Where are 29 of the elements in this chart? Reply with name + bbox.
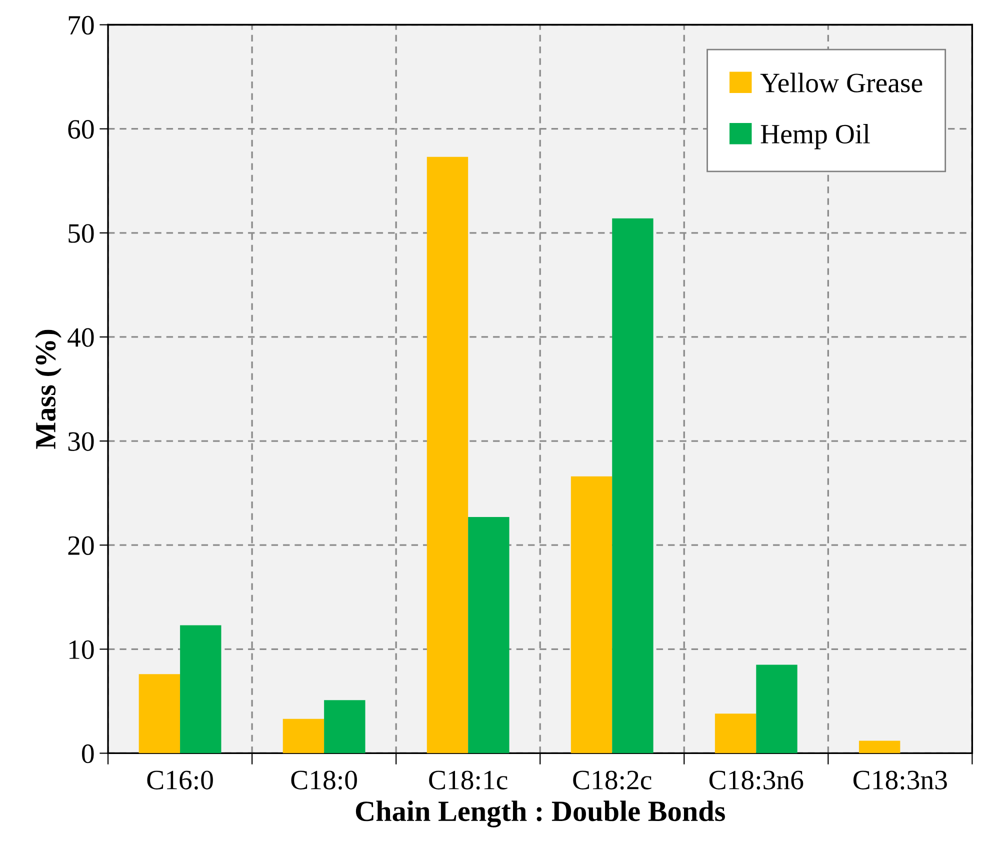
y-tick-label: 40 (68, 328, 94, 347)
legend-label: Yellow Grease (760, 72, 922, 92)
y-tick-label: 70 (68, 16, 94, 35)
x-tick-label: C18:3n6 (709, 770, 804, 790)
y-axis-title: Mass (%) (35, 330, 62, 449)
x-tick-label: C18:1c (429, 770, 508, 790)
bar (180, 625, 222, 754)
bar (570, 476, 612, 754)
bar (324, 700, 366, 754)
y-tick-label: 30 (68, 432, 94, 451)
bar (138, 674, 180, 754)
legend-label: Hemp Oil (760, 124, 870, 150)
bar (714, 714, 756, 754)
x-tick-label: C18:3n3 (853, 770, 947, 790)
bar (858, 740, 900, 754)
y-tick-label: 60 (68, 120, 94, 139)
y-tick-label: 10 (69, 640, 94, 660)
x-tick-label: C18:0 (291, 770, 357, 790)
y-tick-label: 50 (68, 224, 94, 243)
x-tick-label: C18:2c (573, 770, 652, 790)
y-tick-label: 0 (82, 744, 94, 764)
x-axis-title: Chain Length : Double Bonds (356, 800, 725, 828)
bar (426, 156, 468, 754)
bar (282, 718, 324, 754)
bar (612, 218, 654, 754)
x-tick-label: C16:0 (147, 770, 213, 790)
y-tick-label: 20 (68, 536, 94, 556)
bar (468, 517, 510, 754)
bar (756, 664, 798, 754)
